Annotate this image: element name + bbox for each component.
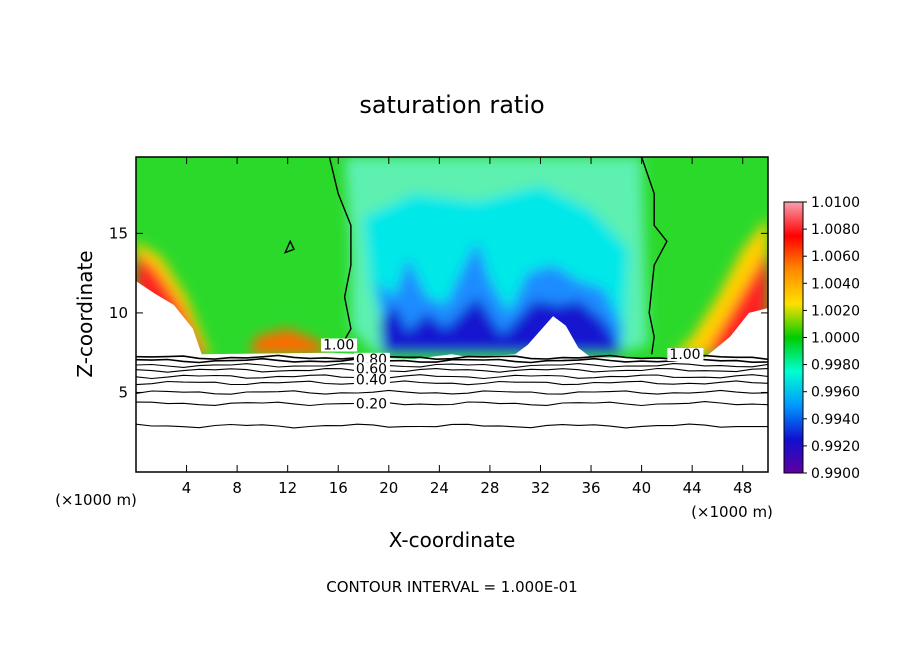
x-axis: 4 8 12 16 20 24 28 32 36 40 44 48 <box>182 157 752 497</box>
contour-line <box>136 354 768 361</box>
contour-label-bg <box>353 362 390 376</box>
contour-label: 0.40 <box>353 373 390 389</box>
colorbar-ticks: 1.0100 1.0080 1.0060 1.0040 1.0020 1.0000 0.99… <box>803 195 860 482</box>
x-tick-label: 20 <box>379 479 398 497</box>
contour-label-text: 0.40 <box>356 373 387 389</box>
contour-line <box>136 401 768 407</box>
region-orange-bottom <box>249 328 326 355</box>
y-axis: 5 10 15 <box>109 224 768 401</box>
x-tick-label: 48 <box>733 479 752 497</box>
y-tick-label: 10 <box>109 304 128 322</box>
contour-interval-note: CONTOUR INTERVAL = 1.000E-01 <box>326 578 577 596</box>
colorbar-tick-label: 1.0020 <box>811 303 860 319</box>
contour-label-bg <box>353 373 390 387</box>
colorbar-tick-label: 1.0000 <box>811 331 860 347</box>
contour-line <box>136 389 768 395</box>
x-tick-label: 44 <box>683 479 702 497</box>
contour-label-bg <box>321 338 358 352</box>
contour-label-text: 0.20 <box>356 396 387 412</box>
x-tick-label: 40 <box>632 479 651 497</box>
contour-line <box>136 380 768 386</box>
contour-line <box>136 363 768 368</box>
colorbar-tick-label: 1.0060 <box>811 249 860 265</box>
contour-lines <box>136 157 768 429</box>
y-tick-label: 15 <box>109 224 128 242</box>
contour-labels: 1.000.800.600.400.201.00 <box>321 338 704 412</box>
x-tick-label: 16 <box>329 479 348 497</box>
x-tick-label: 8 <box>232 479 242 497</box>
contour-label: 1.00 <box>667 347 704 363</box>
contour-label-text: 1.00 <box>669 347 700 363</box>
x-axis-label: X-coordinate <box>389 528 516 552</box>
contour-line-1-00 <box>328 157 352 349</box>
colorbar-tick-label: 1.0080 <box>811 222 860 238</box>
field-shading <box>136 157 768 355</box>
colorbar-tick-label: 1.0100 <box>811 195 860 211</box>
contour-line <box>136 423 768 429</box>
x-unit-label-right: (×1000 m) <box>691 503 773 521</box>
contour-label: 1.00 <box>321 338 358 354</box>
colorbar-gradient <box>783 201 804 474</box>
plot-area: 1.000.800.600.400.201.00 4 8 12 16 20 24 28 32 3… <box>109 156 769 497</box>
chart-title: saturation ratio <box>359 91 544 119</box>
x-tick-label: 32 <box>531 479 550 497</box>
contour-label: 0.60 <box>353 361 390 377</box>
contour-line <box>136 357 768 364</box>
colorbar-tick-label: 0.9940 <box>811 412 860 428</box>
plot-frame <box>135 156 769 473</box>
colorbar-tick-label: 1.0040 <box>811 276 860 292</box>
y-axis-label: Z-coordinate <box>73 250 97 377</box>
colorbar-tick-label: 0.9980 <box>811 358 860 374</box>
x-tick-label: 4 <box>182 479 192 497</box>
contour-line <box>136 374 768 380</box>
colorbar-tick-label: 0.9920 <box>811 439 860 455</box>
colorbar-tick-label: 0.9960 <box>811 385 860 401</box>
colorbar-tick-label: 0.9900 <box>811 466 860 482</box>
contour-line <box>136 367 768 373</box>
x-tick-label: 28 <box>480 479 499 497</box>
contour-label-text: 1.00 <box>323 338 354 354</box>
x-tick-label: 36 <box>581 479 600 497</box>
contour-line-1-00 <box>640 157 668 355</box>
contour-label-bg <box>353 397 390 411</box>
contour-label-text: 0.60 <box>356 361 387 377</box>
contour-line-1-00 <box>283 239 295 254</box>
y-tick-label: 5 <box>118 383 128 401</box>
x-unit-label-left: (×1000 m) <box>55 491 137 509</box>
x-tick-label: 24 <box>430 479 449 497</box>
x-tick-label: 12 <box>278 479 297 497</box>
colorbar: 1.0100 1.0080 1.0060 1.0040 1.0020 1.0000 0.99… <box>783 195 860 482</box>
contour-label-bg <box>667 348 704 362</box>
contour-label: 0.20 <box>353 396 390 412</box>
